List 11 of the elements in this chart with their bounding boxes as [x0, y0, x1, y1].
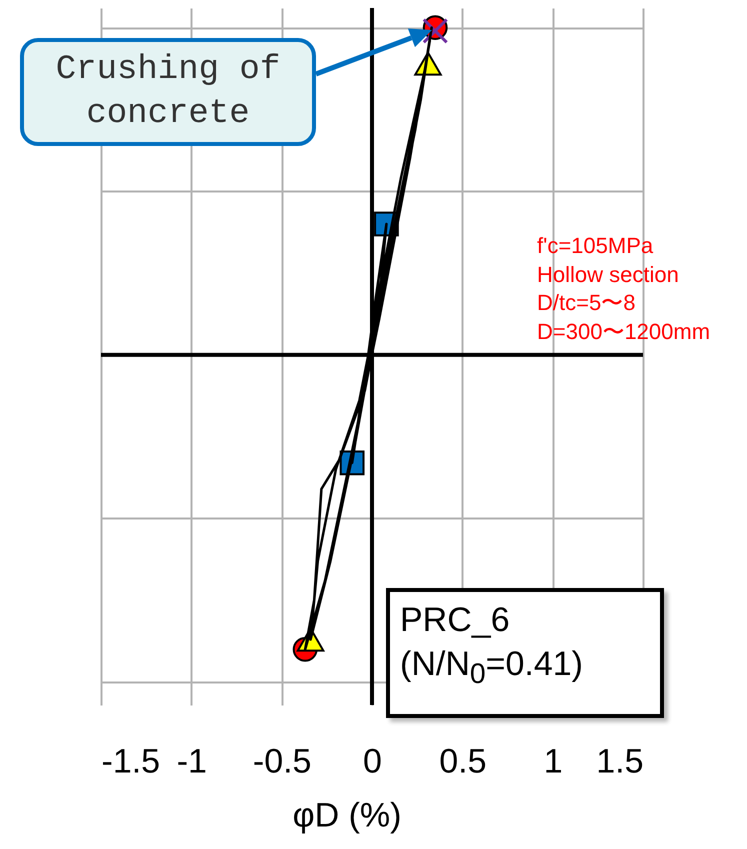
x-tick-label: -0.5 — [252, 742, 312, 780]
x-tick-label: 0.5 — [439, 742, 486, 780]
annotation: Crushing of concrete — [20, 38, 316, 146]
annotation: PRC_6 (N/N$_{0}$=0.41) — [386, 588, 664, 718]
x-tick-label: 1 — [544, 742, 563, 780]
x-tick-label: 0 — [363, 742, 382, 780]
x-tick-label: -1.5 — [102, 742, 160, 780]
x-tick-label: 1.5 — [596, 742, 644, 780]
x-axis-title: φD (%) — [292, 796, 402, 834]
annotation: f'c=105MPa Hollow section D/tc=5〜8 D=300〜1200mm — [537, 232, 710, 346]
x-tick-label: -1 — [176, 742, 207, 780]
